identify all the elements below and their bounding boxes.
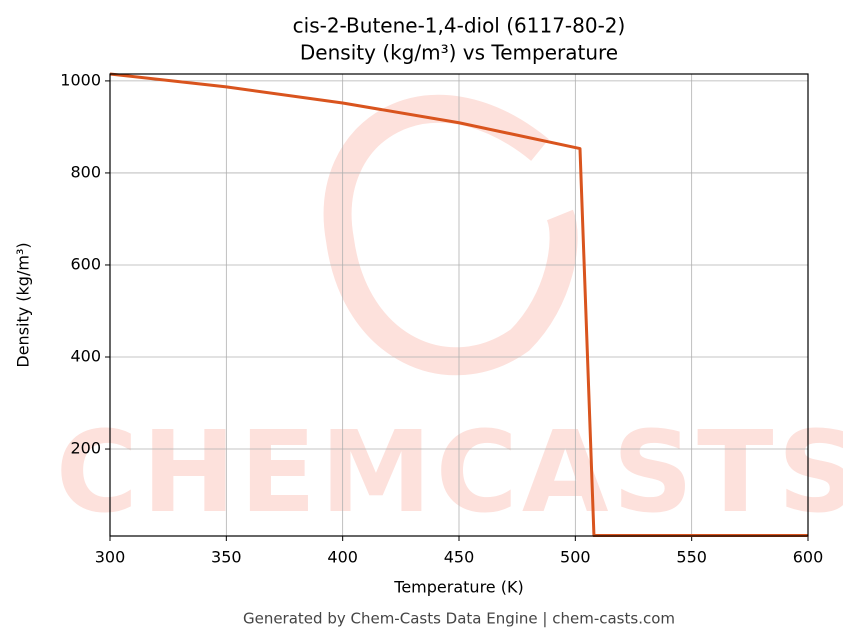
x-tick-label: 400 [327,548,358,567]
x-tick-label: 600 [793,548,824,567]
x-axis-label: Temperature (K) [393,578,523,597]
watermark-swirl [323,94,578,376]
x-tick-label: 450 [444,548,475,567]
footer: Generated by Chem-Casts Data Engine | ch… [243,610,675,628]
x-tick-label: 350 [211,548,242,567]
x-tick-label: 550 [676,548,707,567]
chart-title: cis-2-Butene-1,4-diol (6117-80-2) [293,14,626,38]
x-tick-label: 500 [560,548,591,567]
y-tick-label: 400 [70,346,101,365]
y-tick-label: 200 [70,439,101,458]
watermark: CHEMCASTS [56,408,843,538]
plot-frame [109,73,809,537]
x-tick-label: 300 [95,548,126,567]
chart-subtitle: Density (kg/m³) vs Temperature [300,41,618,65]
y-axis-label: Density (kg/m³) [14,242,33,367]
y-tick-label: 800 [70,162,101,181]
y-tick-label: 600 [70,254,101,273]
watermark-group: CHEMCASTS [56,94,843,538]
y-tick-label: 1000 [60,70,101,89]
